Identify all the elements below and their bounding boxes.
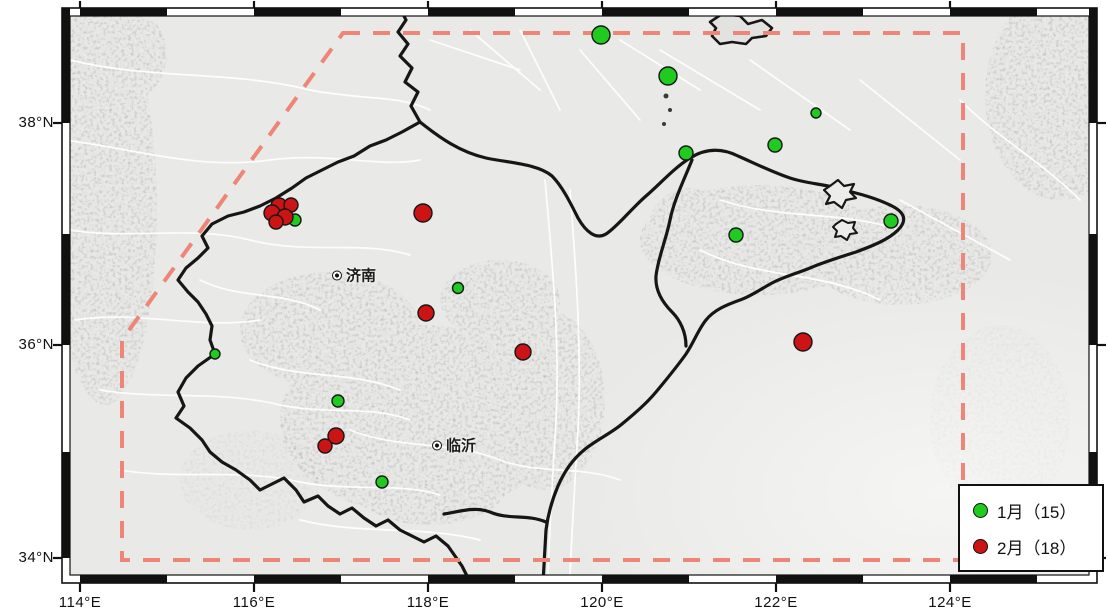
y-tick-38N: 38°N <box>18 114 54 131</box>
epicenter-dot-jan <box>728 227 744 243</box>
city-label-jinan: 济南 <box>332 265 376 286</box>
x-tick-118E: 118°E <box>406 594 450 611</box>
legend-row-january: 1月（15） <box>973 498 1102 523</box>
study-area-outline <box>120 31 965 562</box>
map-frame <box>53 1 1106 592</box>
y-tick-34N: 34°N <box>18 549 54 566</box>
island-east-1 <box>822 178 858 210</box>
x-tick-114E: 114°E <box>58 594 102 611</box>
city-label-linyi: 临沂 <box>432 435 476 456</box>
epicenter-dot-feb <box>327 427 345 445</box>
axis-ticks <box>53 1 1106 592</box>
epicenter-dot-feb <box>514 343 532 361</box>
province-border-internal <box>654 158 694 348</box>
epicenter-dot-feb <box>417 304 435 322</box>
january-dot-icon <box>973 502 988 518</box>
city-name: 临沂 <box>446 437 477 455</box>
x-tick-122E: 122°E <box>754 594 798 611</box>
city-marker-icon <box>332 270 342 280</box>
city-marker-icon <box>432 440 442 450</box>
boundaries-layer <box>174 8 906 583</box>
legend-label-february: 2月（18） <box>997 538 1077 558</box>
epicenter-dot-jan <box>209 348 221 360</box>
epicenter-dot-jan <box>678 145 694 161</box>
epicenter-dot-jan <box>375 475 389 489</box>
province-border-spur <box>442 507 548 524</box>
island-east-2 <box>832 219 858 241</box>
x-tick-116E: 116°E <box>232 594 276 611</box>
city-name: 济南 <box>346 267 377 285</box>
legend: 1月（15） 2月（18） <box>958 484 1104 572</box>
epicenter-dot-feb <box>317 438 333 454</box>
coastline <box>418 120 906 583</box>
legend-label-january: 1月（15） <box>997 502 1077 522</box>
epicenter-dot-jan <box>591 25 611 45</box>
epicenter-layer <box>209 25 899 489</box>
epicenter-dot-jan <box>883 213 899 229</box>
x-tick-120E: 120°E <box>580 594 624 611</box>
x-tick-124E: 124°E <box>928 594 972 611</box>
epicenter-dot-jan <box>810 107 822 119</box>
epicenter-dot-jan <box>658 66 678 86</box>
epicenter-dot-feb <box>793 332 813 352</box>
y-tick-36N: 36°N <box>18 336 54 353</box>
province-border-north <box>396 8 422 124</box>
legend-row-february: 2月（18） <box>973 534 1102 559</box>
epicenter-dot-jan <box>331 394 345 408</box>
february-dot-icon <box>973 538 988 554</box>
islets-miaodao <box>662 93 672 126</box>
epicenter-dot-jan <box>767 137 783 153</box>
epicenter-dot-feb <box>268 214 284 230</box>
epicenter-dot-feb <box>413 203 433 223</box>
epicenter-dot-jan <box>451 281 465 295</box>
fault-lines-layer <box>64 29 1081 576</box>
province-border-west-south <box>174 120 472 583</box>
island-bohai <box>708 12 774 46</box>
